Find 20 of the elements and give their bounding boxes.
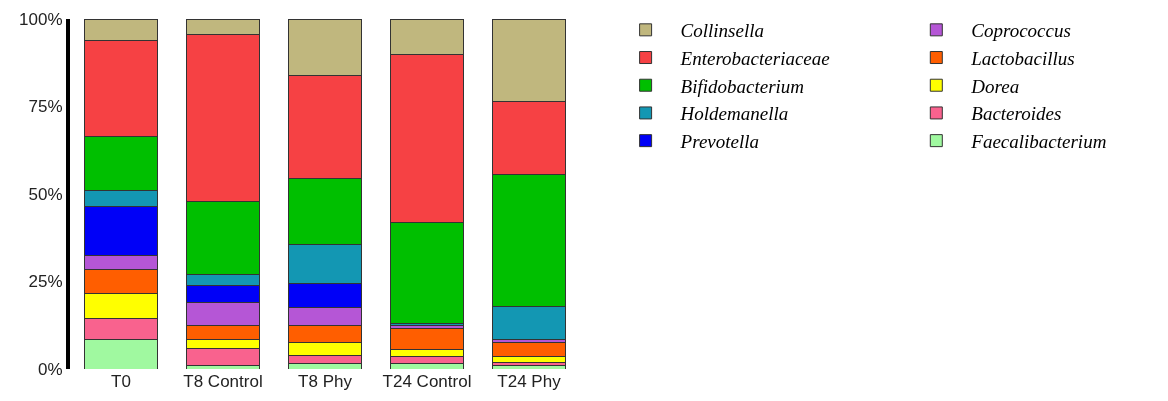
x-tick-label: T24 Phy — [497, 372, 562, 391]
legend-label: Holdemanella — [679, 103, 789, 125]
x-tick-label: T8 Phy — [298, 372, 353, 391]
y-tick-label: 100% — [19, 9, 63, 29]
legend-label: Dorea — [970, 75, 1020, 97]
x-tick-label: T8 Control — [183, 372, 263, 391]
legend-label: Bifidobacterium — [680, 75, 805, 97]
legend-label: Enterobacteriaceae — [679, 47, 830, 69]
legend-label: Collinsella — [680, 20, 765, 42]
legend-label: Prevotella — [679, 131, 760, 153]
y-tick-label: 25% — [28, 272, 63, 292]
x-tick-label: T24 Control — [382, 372, 472, 391]
x-tick-label: T0 — [111, 372, 131, 391]
y-tick-label: 75% — [28, 97, 63, 117]
y-tick-label: 0% — [38, 359, 63, 379]
legend-label: Faecalibacterium — [970, 131, 1107, 153]
legend-label: Bacteroides — [971, 103, 1062, 125]
legend-label: Coprococcus — [971, 20, 1071, 42]
legend-label: Lactobacillus — [970, 47, 1075, 69]
y-tick-label: 50% — [28, 184, 63, 204]
